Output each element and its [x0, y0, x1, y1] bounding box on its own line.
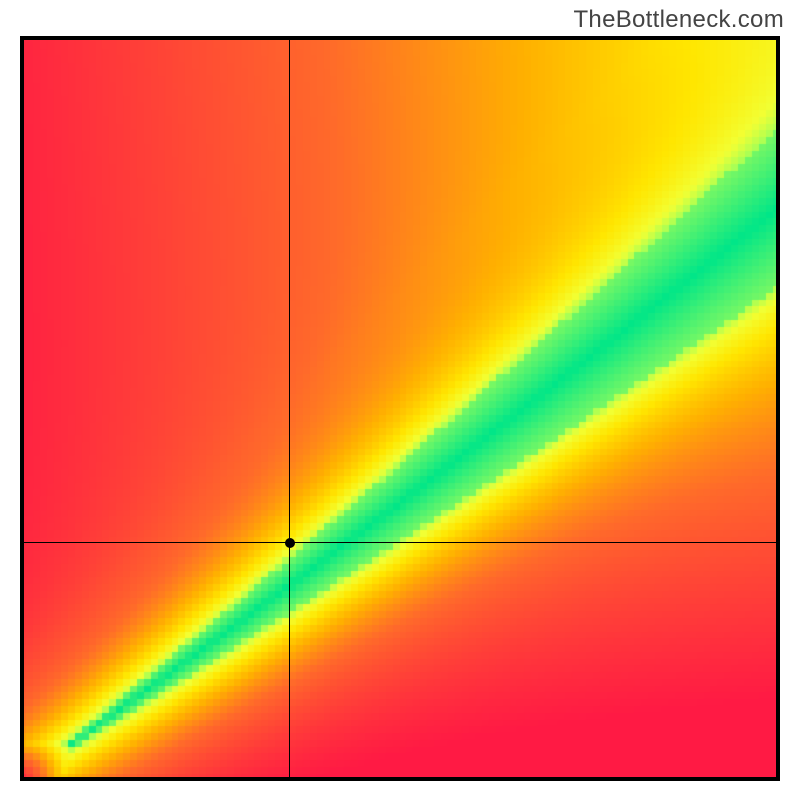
plot-border	[20, 36, 780, 781]
crosshair-horizontal	[20, 542, 780, 543]
chart-container: { "watermark": { "text": "TheBottleneck.…	[0, 0, 800, 800]
watermark-text: TheBottleneck.com	[573, 6, 784, 34]
crosshair-point	[285, 538, 295, 548]
crosshair-vertical	[289, 36, 290, 781]
